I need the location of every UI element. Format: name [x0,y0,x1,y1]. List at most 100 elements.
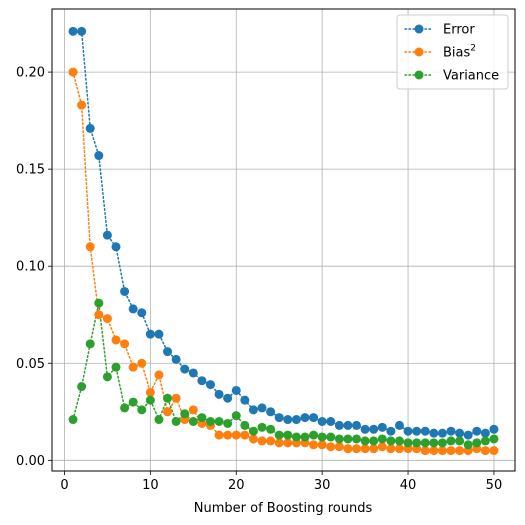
data-point-error [480,428,490,438]
data-point-variance [274,430,284,440]
data-point-bias [145,387,155,397]
data-point-bias [326,442,336,452]
data-point-bias [386,444,396,454]
data-point-bias [163,407,173,417]
data-point-bias [111,335,121,345]
data-point-error [309,413,319,423]
x-tick-label: 10 [142,478,159,493]
data-point-bias [68,67,78,77]
data-point-variance [309,430,319,440]
legend-box [396,14,509,90]
data-point-error [94,151,104,161]
y-tick-label: 0.00 [16,454,45,469]
data-point-variance [163,393,173,403]
data-point-variance [317,432,327,442]
data-point-error [412,426,422,436]
data-point-error [334,420,344,430]
data-point-variance [77,382,87,392]
data-point-error [120,286,130,296]
data-point-error [128,304,138,314]
data-point-variance [111,362,121,372]
x-tick-label: 30 [314,478,331,493]
data-point-variance [145,395,155,405]
data-point-variance [94,298,104,308]
data-point-variance [240,420,250,430]
data-point-bias [120,339,130,349]
data-point-variance [231,411,241,421]
data-point-bias [377,442,387,452]
data-point-variance [248,426,258,436]
data-point-error [369,424,379,434]
legend-marker-variance [414,70,424,80]
y-tick-label: 0.05 [16,357,45,372]
data-point-error [437,428,447,438]
data-point-bias [188,405,198,415]
data-point-variance [394,436,404,446]
data-point-error [240,395,250,405]
data-point-bias [283,438,293,448]
legend-label-variance: Variance [443,69,499,84]
data-point-variance [291,432,301,442]
x-tick-label: 50 [486,478,503,493]
data-point-variance [180,409,190,419]
data-point-variance [197,413,207,423]
data-point-variance [386,436,396,446]
data-point-error [446,426,456,436]
data-point-error [231,385,241,395]
data-point-bias [240,430,250,440]
data-point-error [489,424,499,434]
data-point-bias [214,430,224,440]
x-tick-label: 0 [60,478,68,493]
data-point-error [420,426,430,436]
data-point-bias [480,446,490,456]
data-point-error [137,308,147,318]
data-point-bias [223,430,233,440]
data-point-error [188,368,198,378]
data-point-bias [274,438,284,448]
data-point-bias [257,436,267,446]
data-point-bias [137,358,147,368]
data-point-variance [85,339,95,349]
data-point-variance [128,397,138,407]
data-point-variance [369,436,379,446]
data-point-variance [489,434,499,444]
data-point-error [377,422,387,432]
series-markers [68,26,499,456]
data-point-variance [257,422,267,432]
legend-label-text: Variance [443,69,499,84]
data-point-error [455,428,465,438]
data-point-error [403,426,413,436]
data-point-error [248,405,258,415]
data-point-error [300,413,310,423]
data-point-error [163,347,173,357]
data-point-variance [429,438,439,448]
data-point-bias [437,446,447,456]
data-point-error [154,329,164,339]
data-point-bias [360,444,370,454]
series-markers-variance [68,298,499,450]
data-point-error [360,424,370,434]
data-point-error [197,376,207,386]
data-point-variance [283,430,293,440]
data-point-variance [137,405,147,415]
data-point-bias [334,442,344,452]
legend-item-error: Error [404,23,475,38]
data-point-bias [102,314,112,324]
data-point-error [180,364,190,374]
ticks: 0 10 20 30 40 50 0.00 0.05 0.10 0.15 0.20 [16,66,502,493]
series-markers-bias [68,67,499,456]
data-point-bias [309,440,319,450]
data-point-bias [317,440,327,450]
data-point-error [394,420,404,430]
data-point-bias [429,446,439,456]
legend-label-error: Error [443,23,475,38]
data-point-error [145,329,155,339]
data-point-variance [223,418,233,428]
y-tick-label: 0.10 [16,260,45,275]
data-point-variance [334,434,344,444]
data-point-bias [446,446,456,456]
data-point-error [274,413,284,423]
data-point-bias [77,100,87,110]
data-point-variance [455,436,465,446]
